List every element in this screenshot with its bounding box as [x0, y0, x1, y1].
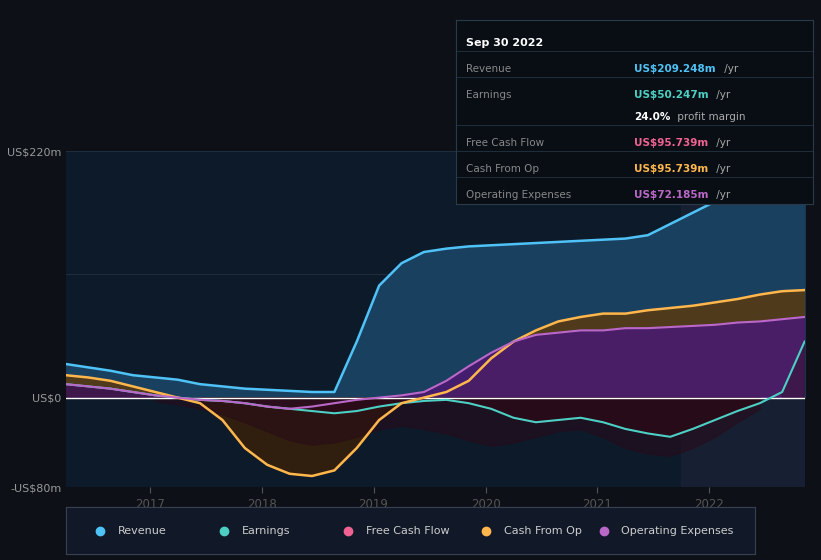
Text: Earnings: Earnings — [466, 90, 511, 100]
Text: /yr: /yr — [721, 64, 738, 74]
Text: Free Cash Flow: Free Cash Flow — [466, 138, 544, 148]
Text: /yr: /yr — [713, 190, 730, 199]
Text: US$95.739m: US$95.739m — [635, 164, 709, 174]
Text: Revenue: Revenue — [117, 526, 166, 535]
Text: US$72.185m: US$72.185m — [635, 190, 709, 199]
Text: Sep 30 2022: Sep 30 2022 — [466, 38, 544, 48]
Text: profit margin: profit margin — [673, 112, 745, 122]
Text: /yr: /yr — [713, 164, 730, 174]
Text: US$95.739m: US$95.739m — [635, 138, 709, 148]
Text: /yr: /yr — [713, 138, 730, 148]
Text: Operating Expenses: Operating Expenses — [466, 190, 571, 199]
Text: US$209.248m: US$209.248m — [635, 64, 716, 74]
Text: Free Cash Flow: Free Cash Flow — [365, 526, 449, 535]
Text: Cash From Op: Cash From Op — [503, 526, 581, 535]
Text: US$50.247m: US$50.247m — [635, 90, 709, 100]
Text: Earnings: Earnings — [241, 526, 290, 535]
Text: Cash From Op: Cash From Op — [466, 164, 539, 174]
Text: /yr: /yr — [713, 90, 730, 100]
Bar — [681, 151, 805, 487]
Text: Revenue: Revenue — [466, 64, 511, 74]
Text: Operating Expenses: Operating Expenses — [621, 526, 733, 535]
Text: 24.0%: 24.0% — [635, 112, 671, 122]
